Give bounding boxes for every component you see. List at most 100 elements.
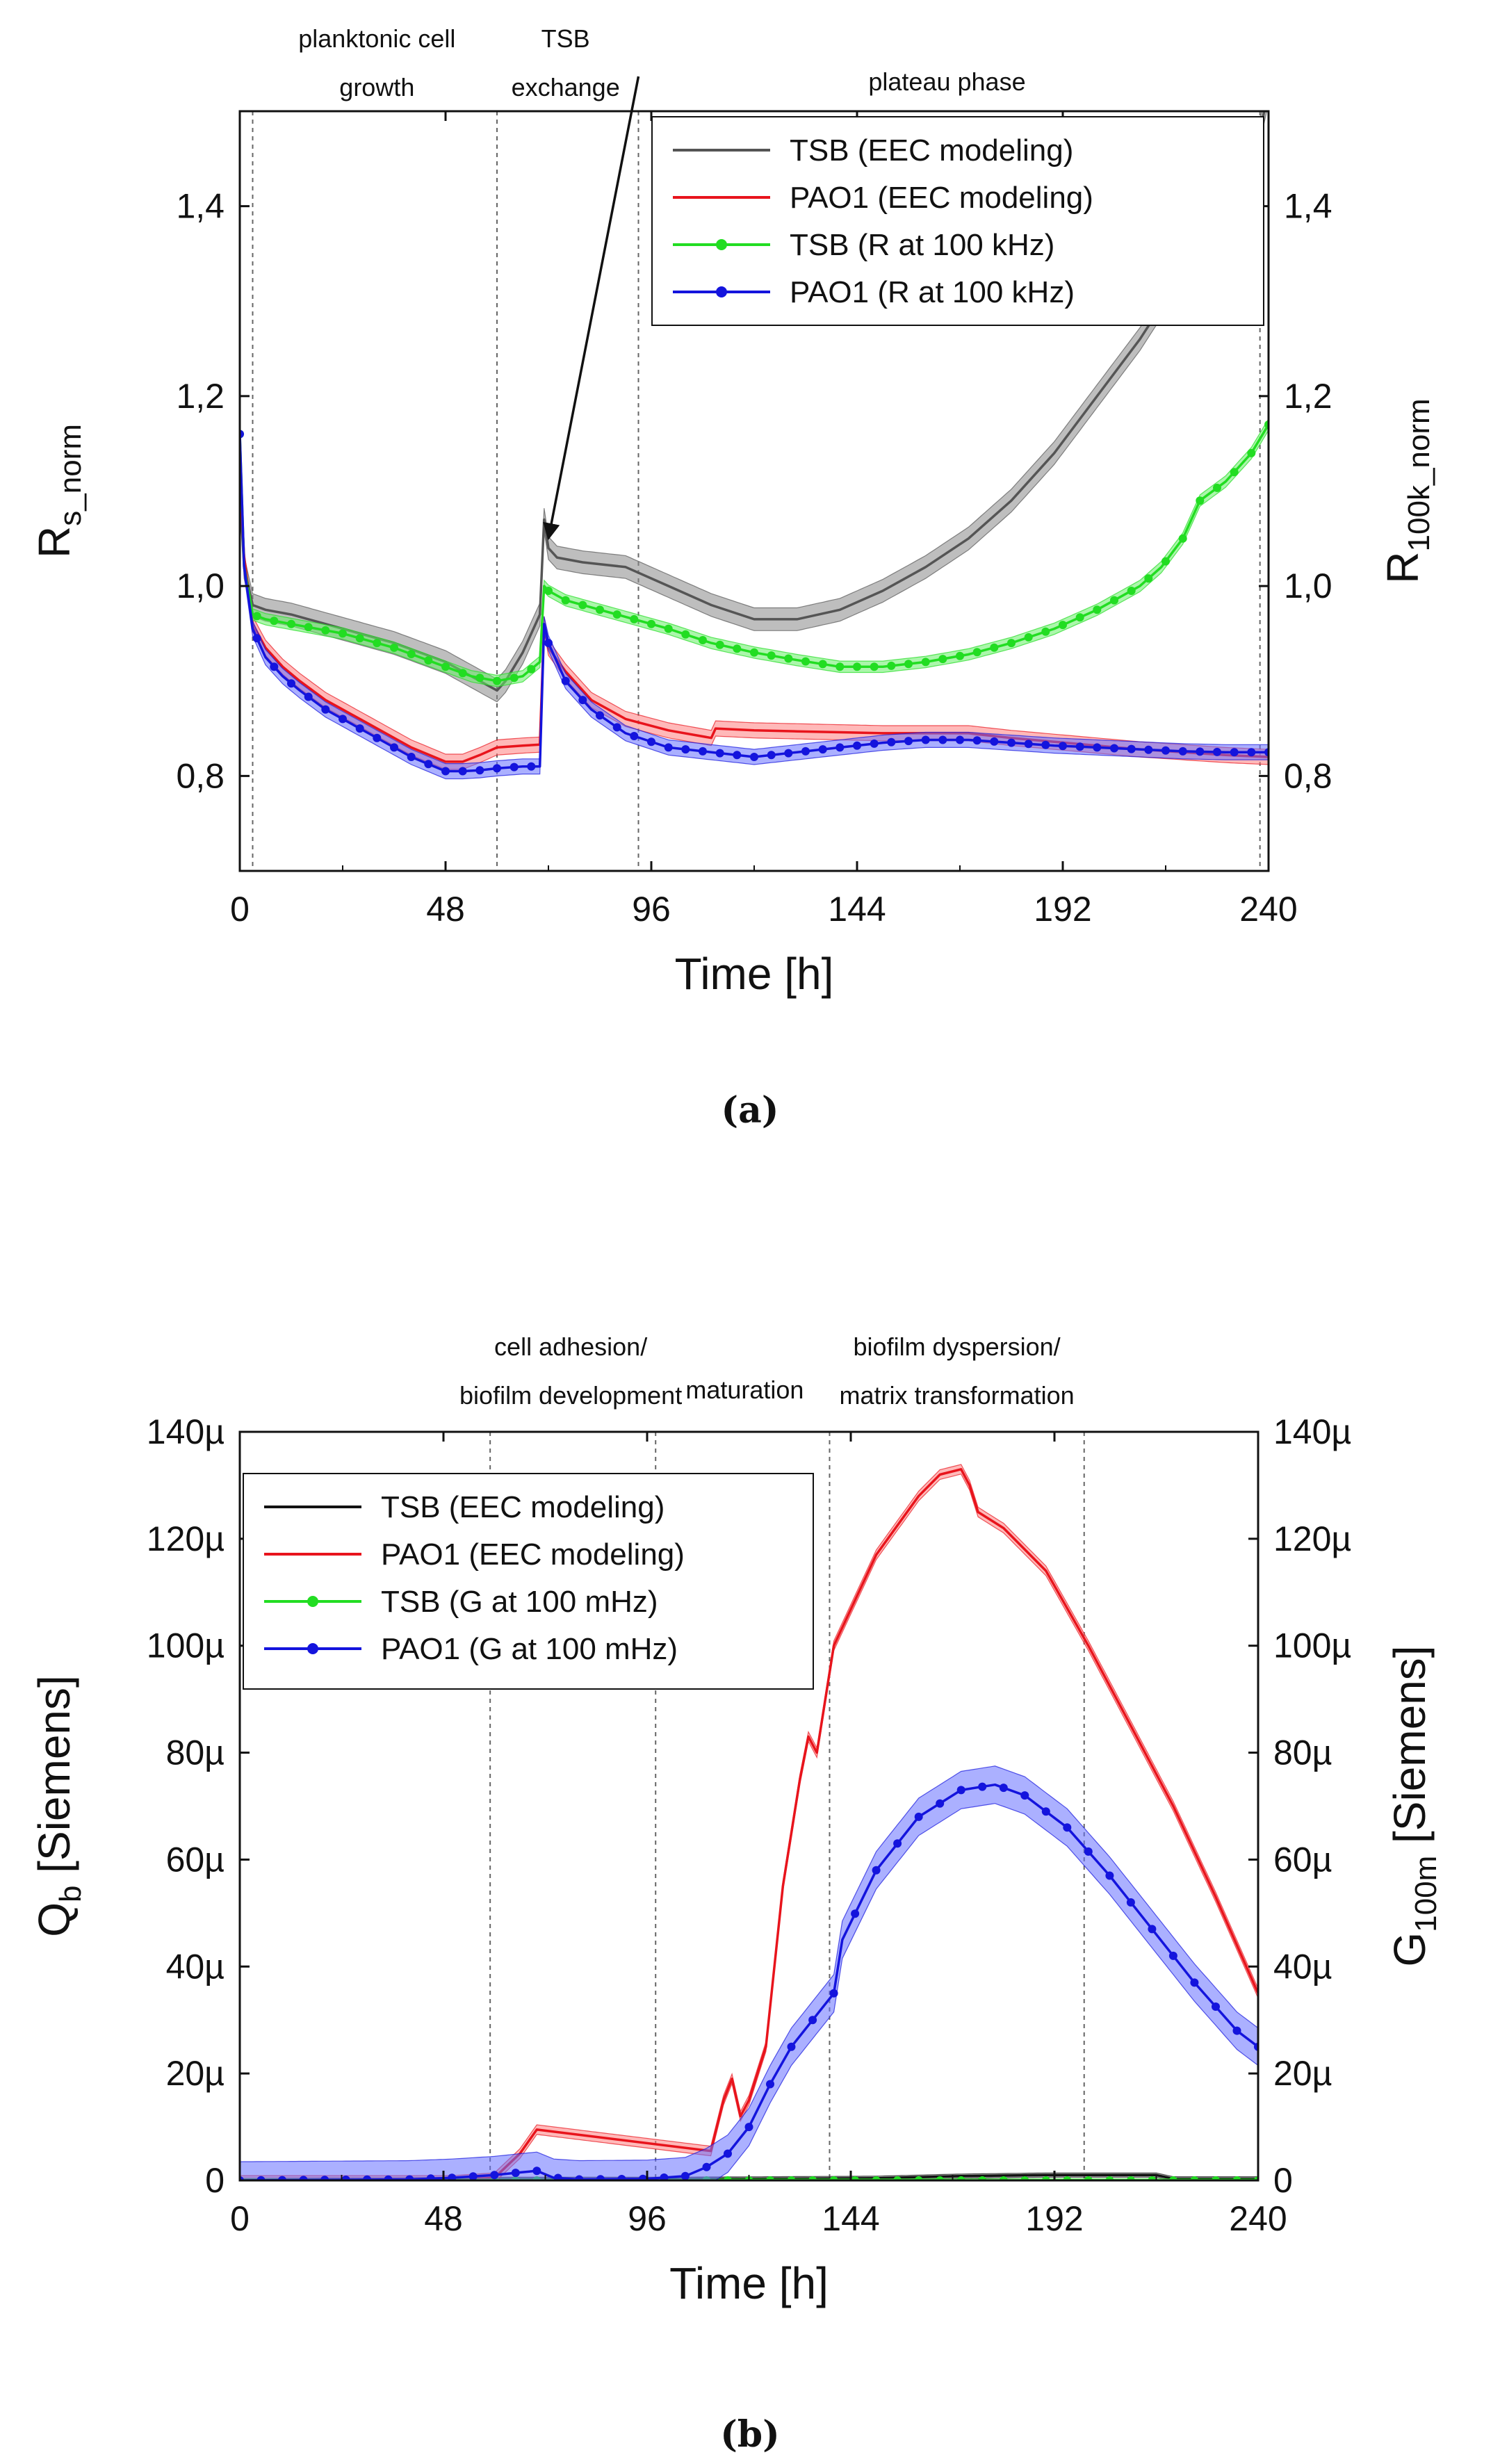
data-point <box>724 2149 732 2158</box>
data-point <box>630 614 639 623</box>
data-point <box>509 762 519 772</box>
data-point <box>612 610 621 619</box>
legend-label: PAO1 (R at 100 kHz) <box>790 275 1075 309</box>
data-point <box>278 2176 286 2180</box>
data-point <box>801 746 810 756</box>
y2-tick-label: 0,8 <box>1284 756 1332 795</box>
data-point <box>321 626 330 635</box>
data-point <box>1230 468 1239 477</box>
y-tick-label: 40µ <box>166 1947 225 1986</box>
data-point <box>299 2176 308 2180</box>
data-point <box>373 733 382 742</box>
data-point <box>784 749 793 758</box>
data-point <box>702 2162 711 2171</box>
data-point <box>1105 1871 1114 1880</box>
y2-axis-title-sub: 100k_norm <box>1402 398 1436 551</box>
data-point <box>1127 587 1136 595</box>
data-point <box>1161 557 1170 566</box>
data-point <box>390 743 398 752</box>
phase-label-2: maturation <box>685 1376 804 1404</box>
data-point <box>978 1782 987 1791</box>
data-point <box>904 660 913 669</box>
data-point <box>914 1812 923 1821</box>
data-point <box>744 2123 753 2132</box>
data-point <box>532 2167 541 2176</box>
x-tick-label: 96 <box>628 2199 667 2238</box>
data-point <box>921 658 930 667</box>
y2-tick-label: 20µ <box>1273 2054 1332 2093</box>
data-point <box>733 644 742 653</box>
data-point <box>1093 605 1102 614</box>
y2-axis-title-unit: [Siemens] <box>1385 1645 1435 1855</box>
phase-label-1: growth <box>339 73 414 101</box>
legend-label: PAO1 (EEC modeling) <box>381 1537 685 1572</box>
series-band <box>240 111 1268 703</box>
data-point <box>252 634 261 643</box>
data-point <box>733 751 742 760</box>
data-point <box>509 674 519 683</box>
data-point <box>578 601 587 610</box>
data-point <box>596 2175 605 2180</box>
data-point <box>426 2174 435 2180</box>
legend-swatch-marker <box>307 1643 318 1654</box>
data-point <box>596 605 604 614</box>
x-tick-label: 0 <box>230 890 250 929</box>
data-point <box>1007 738 1016 747</box>
data-point <box>493 676 501 685</box>
data-point <box>1059 621 1067 630</box>
series-band <box>240 418 1269 687</box>
data-point <box>448 2173 457 2180</box>
x-tick-label: 240 <box>1229 2199 1287 2238</box>
legend: TSB (EEC modeling) PAO1 (EEC modeling) TSB… <box>651 116 1264 326</box>
series-band <box>240 1464 1258 2180</box>
data-point <box>511 2169 520 2178</box>
phase-label-2: TSB <box>541 24 590 53</box>
legend-label: TSB (G at 100 mHz) <box>381 1585 658 1619</box>
y-tick-label: 0 <box>205 2161 225 2200</box>
data-point <box>1041 740 1050 749</box>
x-tick-label: 144 <box>822 2199 879 2238</box>
data-point <box>304 623 313 632</box>
data-point <box>287 619 295 628</box>
phase-label-1: planktonic cell <box>298 24 455 53</box>
y-axis-title-unit: [Siemens] <box>29 1675 79 1885</box>
data-point <box>870 662 879 671</box>
data-point <box>1230 748 1239 757</box>
series-4 <box>240 1765 1258 2180</box>
data-point <box>835 662 845 671</box>
plot-area <box>240 111 1269 780</box>
legend-label: PAO1 (G at 100 mHz) <box>381 1632 678 1666</box>
data-point <box>660 2173 669 2180</box>
data-point <box>355 724 364 733</box>
data-point <box>1024 633 1033 642</box>
y-tick-label: 0,8 <box>176 756 225 795</box>
data-point <box>1178 746 1187 756</box>
y-tick-label: 100µ <box>147 1626 225 1665</box>
y2-tick-label: 1,4 <box>1284 187 1332 226</box>
y2-axis-title-main: R <box>1378 551 1428 583</box>
legend-label: TSB (R at 100 kHz) <box>790 228 1054 262</box>
data-point <box>647 737 655 746</box>
data-point <box>990 737 999 746</box>
data-point <box>851 1909 860 1918</box>
x-tick-label: 192 <box>1025 2199 1083 2238</box>
data-point <box>1144 574 1153 583</box>
data-point <box>801 657 810 666</box>
data-point <box>561 596 570 605</box>
data-point <box>750 648 758 657</box>
data-point <box>1213 483 1221 492</box>
data-point <box>407 753 416 761</box>
y-axis-title-main: Q <box>29 1902 79 1937</box>
data-point <box>1168 1951 1177 1960</box>
data-point <box>407 650 416 658</box>
data-point <box>270 662 279 671</box>
data-point <box>956 1786 965 1795</box>
data-point <box>1020 1791 1029 1800</box>
data-point <box>341 2176 350 2180</box>
data-point <box>818 660 827 669</box>
data-point <box>829 1989 838 1998</box>
y-axis-title: Rs_norm <box>29 424 88 558</box>
data-point <box>681 745 690 754</box>
